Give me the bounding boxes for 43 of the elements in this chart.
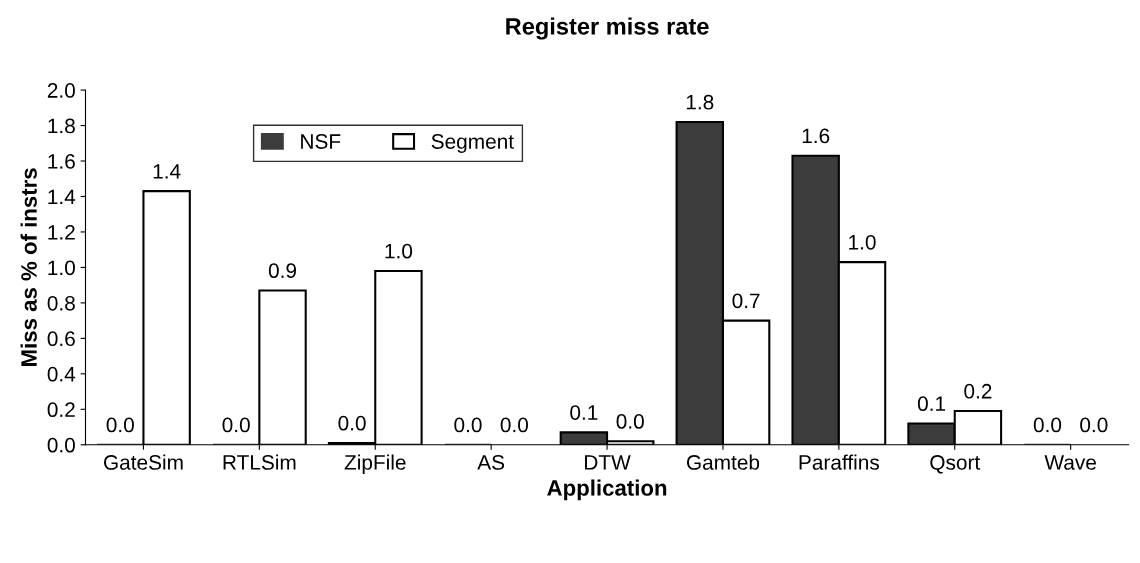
x-tick-label: Qsort (930, 455, 981, 474)
x-tick-label: AS (477, 455, 505, 470)
data-label: 0.0 (454, 417, 482, 433)
data-label: 1.6 (802, 128, 830, 144)
data-label: 0.0 (616, 414, 644, 429)
chart-title: Register miss rate (506, 17, 709, 40)
data-label: 1.0 (849, 234, 876, 250)
y-axis-title: Miss as % of instrs (20, 168, 37, 366)
data-label: 1.8 (686, 94, 714, 110)
y-tick-label: 0.6 (47, 331, 75, 347)
data-label: 1.0 (385, 243, 413, 259)
data-label: 0.0 (500, 417, 528, 433)
data-label: 1.4 (153, 164, 181, 179)
data-label: 0.0 (1033, 417, 1062, 433)
y-tick-label: 0.0 (47, 437, 75, 453)
y-tick-label: 0.8 (47, 295, 75, 311)
y-tick-label: 0.2 (47, 402, 75, 418)
x-tick-label: ZipFile (344, 454, 406, 474)
data-label: 0.7 (732, 293, 760, 309)
x-tick-label: Paraffins (799, 454, 880, 470)
data-label: 0.1 (570, 405, 598, 420)
x-tick-label: GateSim (103, 454, 183, 470)
y-tick-label: 1.8 (48, 118, 75, 134)
x-tick-label: Gamteb (686, 454, 760, 470)
x-tick-label: RTLSim (223, 454, 296, 470)
y-tick-label: 1.0 (48, 260, 75, 276)
y-tick-label: 1.2 (48, 224, 75, 240)
x-tick-label: DTW (585, 455, 631, 470)
data-label: 0.0 (338, 415, 366, 431)
y-tick-label: 0.4 (47, 366, 76, 382)
data-label: 0.0 (106, 417, 134, 433)
y-tick-label: 2.0 (47, 83, 75, 98)
legend-label: Segment (431, 134, 514, 153)
y-tick-label: 1.6 (48, 154, 75, 169)
data-label: 0.0 (1080, 417, 1108, 433)
data-label: 0.1 (917, 396, 946, 412)
data-label: 0.9 (268, 263, 297, 279)
x-axis-title: Application (547, 479, 667, 501)
data-label: 0.2 (964, 383, 992, 399)
data-label: 0.0 (222, 417, 250, 433)
legend-label: NSF (301, 134, 341, 149)
y-tick-label: 1.4 (48, 189, 76, 205)
x-tick-label: Wave (1044, 455, 1096, 470)
